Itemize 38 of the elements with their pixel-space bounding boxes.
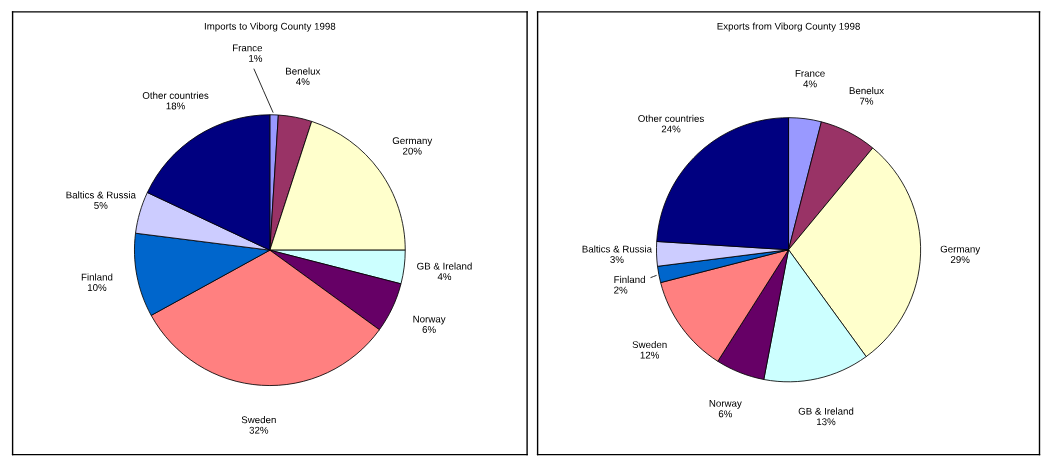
slice-label: Finland — [81, 273, 113, 281]
slice-label: Finland — [614, 275, 645, 284]
slice-label: GB & Ireland — [798, 407, 854, 415]
slice-label: Germany — [392, 137, 433, 146]
data-label: 13% — [817, 418, 836, 426]
slice-label: Germany — [940, 245, 981, 255]
data-label: 18% — [166, 102, 185, 110]
slice-label: Baltics & Russia — [66, 191, 136, 199]
data-label: 20% — [403, 147, 422, 155]
slice-label: Benelux — [286, 67, 321, 75]
data-label: 2% — [614, 286, 628, 294]
data-label: 3% — [610, 256, 624, 263]
slice-label: France — [233, 44, 263, 52]
data-label: 4% — [437, 273, 452, 281]
data-label: 4% — [803, 80, 817, 88]
slice-label: France — [795, 69, 825, 77]
data-label: 5% — [94, 202, 108, 209]
data-label: 1% — [249, 54, 263, 62]
data-label: 12% — [640, 351, 660, 359]
slice-label: Norway — [709, 399, 742, 409]
slice-label: Other countries — [638, 114, 704, 122]
data-label: 24% — [661, 125, 681, 133]
data-label: 4% — [296, 78, 310, 86]
data-label: 7% — [859, 97, 874, 105]
slice-label: Baltics & Russia — [582, 245, 653, 253]
data-label: 10% — [87, 284, 107, 291]
chart-title: Imports to Viborg County 1998 — [204, 22, 336, 32]
slice-label: Other countries — [142, 91, 209, 99]
slice-label: Sweden — [632, 340, 667, 349]
data-label: 6% — [422, 326, 436, 333]
slice-label: Benelux — [849, 86, 884, 95]
data-label: 32% — [249, 426, 269, 434]
data-label: 6% — [718, 410, 733, 418]
data-label: 29% — [950, 256, 970, 263]
slice-label: Sweden — [241, 416, 276, 424]
chart-title: Exports from Viborg County 1998 — [717, 22, 860, 32]
slice-label: Norway — [413, 315, 446, 325]
slice-label: GB & Ireland — [417, 262, 472, 270]
